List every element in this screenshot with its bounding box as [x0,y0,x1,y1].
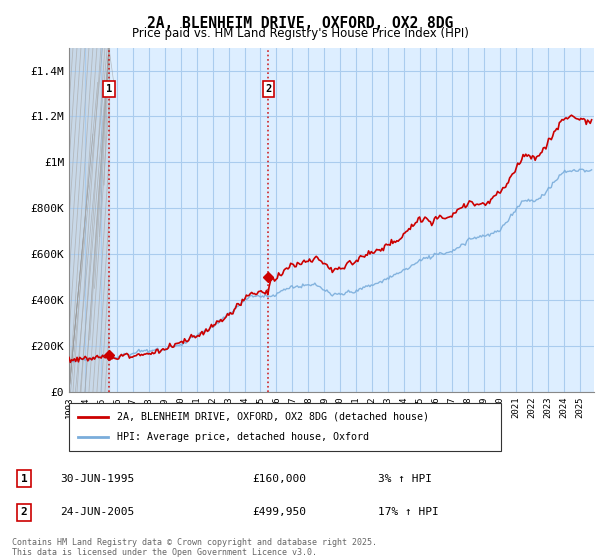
Text: 2A, BLENHEIM DRIVE, OXFORD, OX2 8DG: 2A, BLENHEIM DRIVE, OXFORD, OX2 8DG [147,16,453,31]
Text: 30-JUN-1995: 30-JUN-1995 [60,474,134,484]
Text: 1: 1 [106,84,112,94]
Text: 24-JUN-2005: 24-JUN-2005 [60,507,134,517]
Text: £160,000: £160,000 [252,474,306,484]
Text: 3% ↑ HPI: 3% ↑ HPI [378,474,432,484]
Text: 2: 2 [265,84,272,94]
Text: HPI: Average price, detached house, Oxford: HPI: Average price, detached house, Oxfo… [116,432,368,442]
Text: £499,950: £499,950 [252,507,306,517]
Text: 17% ↑ HPI: 17% ↑ HPI [378,507,439,517]
FancyBboxPatch shape [69,403,501,451]
Text: 2A, BLENHEIM DRIVE, OXFORD, OX2 8DG (detached house): 2A, BLENHEIM DRIVE, OXFORD, OX2 8DG (det… [116,412,428,422]
Text: Contains HM Land Registry data © Crown copyright and database right 2025.
This d: Contains HM Land Registry data © Crown c… [12,538,377,557]
Text: 2: 2 [20,507,28,517]
Text: Price paid vs. HM Land Registry's House Price Index (HPI): Price paid vs. HM Land Registry's House … [131,27,469,40]
Text: 1: 1 [20,474,28,484]
